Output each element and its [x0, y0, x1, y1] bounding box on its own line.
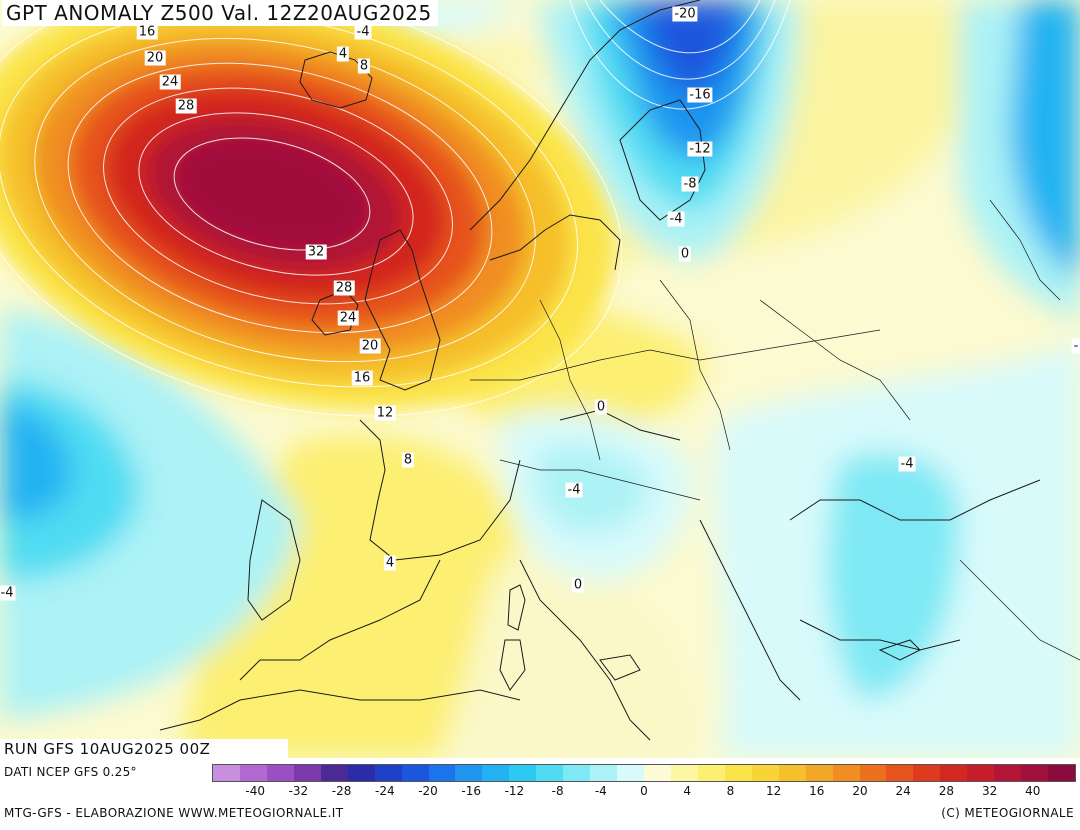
- contour-label: -12: [687, 141, 713, 157]
- legend-tick-labels: -40 -32 -28 -24 -20 -16 -12 -8 -4 0 4 8 12 16 20 24 28 32…: [212, 784, 1076, 800]
- footer-copyright: (C) METEOGIORNALE: [941, 806, 1074, 820]
- legend-swatch: [778, 765, 806, 781]
- contour-label: -4: [0, 585, 16, 601]
- contour-label: 12: [374, 405, 396, 421]
- legend-tick-label: -40: [245, 784, 265, 798]
- legend-swatch: [670, 765, 698, 781]
- legend-swatch: [482, 765, 510, 781]
- color-legend: [212, 764, 1076, 782]
- legend-swatch: [805, 765, 833, 781]
- contour-label: 0: [594, 399, 608, 415]
- legend-swatch: [536, 765, 564, 781]
- contour-label: 8: [357, 58, 371, 74]
- legend-swatch: [428, 765, 456, 781]
- legend-swatch: [617, 765, 644, 781]
- legend-tick-label: -28: [331, 784, 352, 798]
- anomaly-field: [0, 0, 1080, 758]
- contour-label: 16: [351, 370, 373, 386]
- contour-label: 24: [337, 310, 359, 326]
- contour-label: -8: [681, 176, 699, 192]
- legend-tick-label: -16: [461, 784, 481, 798]
- map-canvas: [0, 0, 1080, 758]
- legend-tick-label: 20: [852, 784, 868, 798]
- contour-label: -4: [565, 482, 583, 498]
- legend-swatch: [994, 765, 1022, 781]
- legend-swatch: [1048, 765, 1075, 781]
- legend-swatch: [320, 765, 348, 781]
- legend-tick-label: -12: [504, 784, 525, 798]
- coastlines: [159, 0, 1080, 741]
- legend-tick-label: 4: [683, 784, 692, 798]
- contour-label: 24: [159, 74, 181, 90]
- contour-label: -4: [354, 24, 372, 40]
- legend-swatch: [886, 765, 914, 781]
- contour-label: 4: [383, 555, 397, 571]
- contour-label: -: [1071, 338, 1080, 354]
- legend-swatch: [266, 765, 294, 781]
- legend-tick-label: -32: [288, 784, 309, 798]
- legend-tick-label: -8: [551, 784, 564, 798]
- data-source: DATI NCEP GFS 0.25°: [4, 765, 137, 779]
- legend-swatch: [347, 765, 375, 781]
- contour-label: 28: [175, 98, 197, 114]
- legend-swatch: [724, 765, 752, 781]
- legend-swatch: [213, 765, 240, 781]
- contour-label: -4: [898, 456, 916, 472]
- contour-label: 4: [336, 46, 350, 62]
- legend-tick-label: -24: [374, 784, 395, 798]
- legend-tick-label: 32: [981, 784, 998, 798]
- legend-tick-label: 40: [1025, 784, 1041, 798]
- contour-label: 8: [401, 452, 415, 468]
- contour-label: 16: [136, 24, 158, 40]
- run-info: RUN GFS 10AUG2025 00Z: [0, 739, 288, 759]
- legend-tick-label: 16: [809, 784, 825, 798]
- legend-tick-label: 12: [765, 784, 782, 798]
- legend-swatch: [293, 765, 321, 781]
- legend-swatch: [832, 765, 860, 781]
- legend-swatch: [401, 765, 429, 781]
- contour-label: -4: [667, 211, 685, 227]
- contour-lines: [0, 0, 791, 417]
- contour-label: -20: [672, 6, 698, 22]
- legend-tick-label: -20: [418, 784, 438, 798]
- footer-credit: MTG-GFS - ELABORAZIONE WWW.METEOGIORNALE…: [4, 806, 344, 820]
- legend-swatch: [590, 765, 618, 781]
- contour-label: 20: [359, 338, 381, 354]
- legend-swatch: [563, 765, 591, 781]
- legend-swatch: [374, 765, 402, 781]
- legend-swatch: [697, 765, 725, 781]
- legend-swatch: [455, 765, 483, 781]
- contour-label: 32: [305, 244, 327, 260]
- contour-label: -16: [687, 87, 713, 103]
- legend-swatch: [751, 765, 779, 781]
- legend-swatch: [644, 765, 671, 781]
- legend-tick-label: 0: [640, 784, 648, 798]
- legend-tick-label: 8: [726, 784, 735, 798]
- legend-tick-label: 24: [895, 784, 911, 798]
- legend-tick-label: -4: [594, 784, 607, 798]
- legend-swatch: [967, 765, 995, 781]
- anomaly-map: [0, 0, 1080, 758]
- legend-swatch: [940, 765, 968, 781]
- map-title: GPT ANOMALY Z500 Val. 12Z20AUG2025: [2, 0, 438, 26]
- legend-tick-label: 28: [938, 784, 955, 798]
- contour-label: 0: [678, 246, 692, 262]
- legend-swatch: [913, 765, 941, 781]
- legend-swatch: [239, 765, 267, 781]
- legend-swatch: [509, 765, 537, 781]
- legend-swatch: [1021, 765, 1049, 781]
- contour-label: 20: [144, 50, 166, 66]
- contour-label: 0: [571, 577, 585, 593]
- contour-label: 28: [333, 280, 355, 296]
- legend-swatch: [859, 765, 887, 781]
